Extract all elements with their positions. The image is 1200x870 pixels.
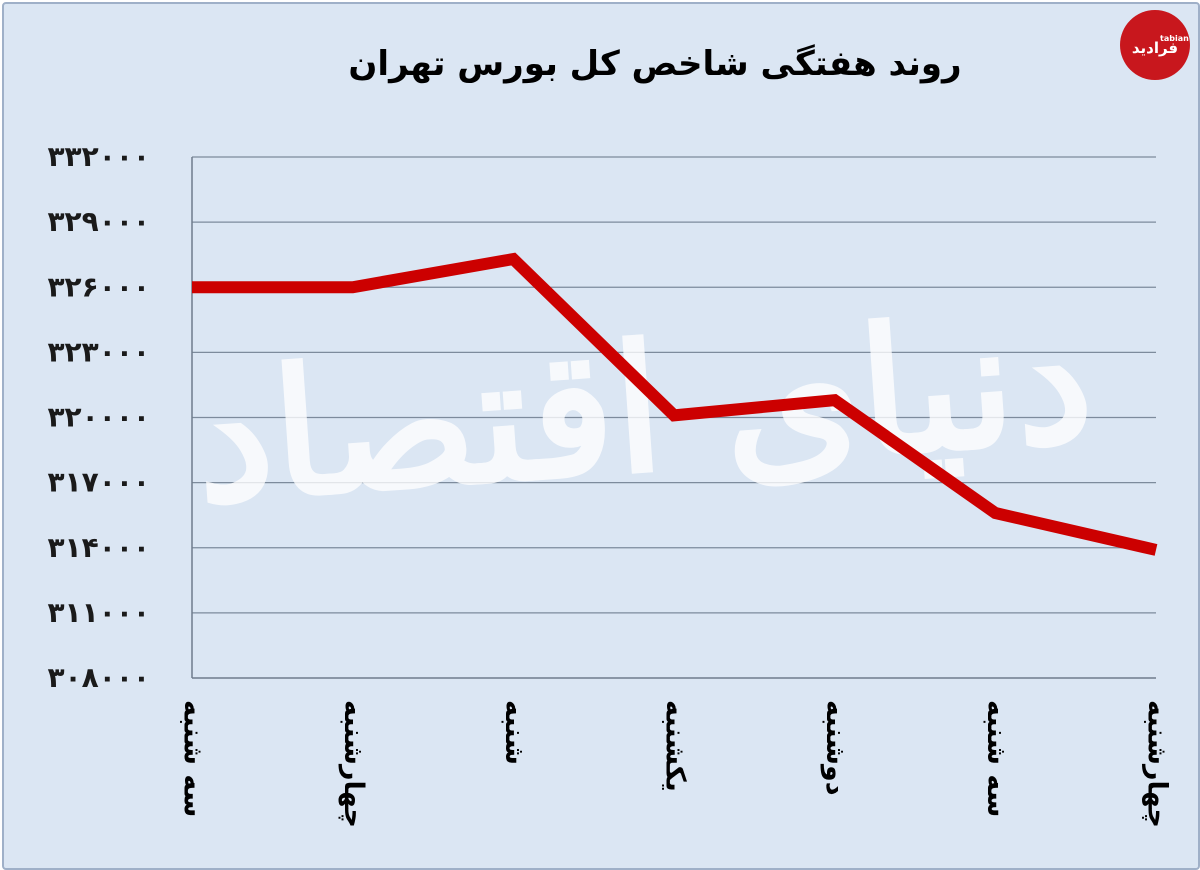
logo-main-text: فرادید: [1131, 38, 1179, 57]
x-tick-label: سه شنبه: [981, 700, 1012, 817]
x-tick-label: دوشنبه: [820, 700, 851, 796]
y-tick-label: ۳۱۱۰۰۰: [47, 596, 150, 629]
y-tick-labels: ۳۰۸۰۰۰ ۳۱۱۰۰۰ ۳۱۴۰۰۰ ۳۱۷۰۰۰ ۳۲۰۰۰۰ ۳۲۳۰۰۰ ۳۲۶۰…: [47, 140, 150, 694]
chart-title: روند هفتگی شاخص کل بورس تهران: [348, 44, 961, 84]
y-tick-label: ۳۲۳۰۰۰: [47, 335, 150, 368]
x-tick-label: چهارشنبه: [1142, 700, 1173, 828]
y-tick-label: ۳۳۲۰۰۰: [47, 140, 150, 173]
y-tick-label: ۳۱۷۰۰۰: [47, 466, 150, 499]
watermark-text: دنیای اقتصاد: [188, 276, 1099, 543]
x-tick-labels: سه شنبه چهارشنبه شنبه یکشنبه دوشنبه سه شنبه چه…: [178, 700, 1173, 828]
series-line: [192, 252, 1158, 556]
x-tick-label: سه شنبه: [178, 700, 209, 817]
y-tick-label: ۳۱۴۰۰۰: [47, 531, 150, 564]
x-tick-label: شنبه: [499, 700, 530, 765]
y-tick-label: ۳۲۹۰۰۰: [47, 205, 150, 238]
x-tick-label: چهارشنبه: [338, 700, 369, 828]
x-tick-label: یکشنبه: [660, 700, 691, 792]
y-tick-label: ۳۲۶۰۰۰: [47, 270, 150, 303]
y-tick-label: ۳۰۸۰۰۰: [47, 661, 150, 694]
y-tick-label: ۳۲۰۰۰۰: [47, 401, 150, 434]
axes: [191, 157, 1156, 679]
site-logo: tabian فرادید: [1120, 10, 1190, 80]
series-polyline: [192, 252, 1158, 556]
watermark: دنیای اقتصاد: [188, 276, 1099, 543]
logo-small-text: tabian: [1160, 33, 1189, 43]
grid-lines: [192, 156, 1156, 614]
